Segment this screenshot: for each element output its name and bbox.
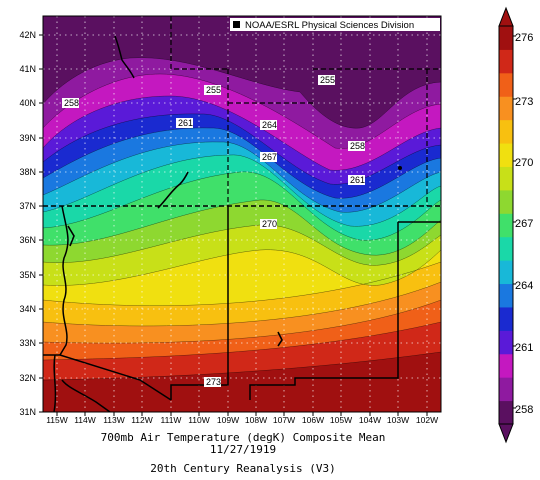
lon-tick-label: 108W	[245, 415, 267, 425]
lat-ticks	[39, 34, 43, 413]
lon-tick-label: 107W	[273, 415, 295, 425]
colorbar-tick-label: 270	[515, 157, 533, 169]
lon-tick-label: 105W	[330, 415, 352, 425]
lat-tick-label: 31N	[19, 407, 36, 417]
contour-label: 261	[178, 118, 193, 128]
colorbar-max-arrow	[498, 6, 514, 27]
lat-tick-label: 33N	[19, 338, 36, 348]
lon-tick-label: 113W	[103, 415, 125, 425]
lat-tick-label: 41N	[19, 64, 36, 74]
lon-tick-label: 109W	[217, 415, 239, 425]
contour-label: 270	[262, 219, 277, 229]
contour-label-box	[348, 175, 365, 185]
contour-label-box	[204, 85, 221, 95]
contour-label: 258	[64, 98, 79, 108]
lat-tick-label: 37N	[19, 201, 36, 211]
credit-text: NOAA/ESRL Physical Sciences Division	[245, 20, 414, 31]
credit-box: NOAA/ESRL Physical Sciences Division	[230, 18, 440, 31]
lat-tick-label: 38N	[19, 167, 36, 177]
lat-tick-label: 34N	[19, 304, 36, 314]
colorbar-segment	[499, 260, 513, 285]
contour-label-box	[318, 75, 335, 85]
colorbar-tick-label: 273	[515, 96, 533, 108]
colorbar-segment	[499, 26, 513, 50]
lat-tick-label: 32N	[19, 373, 36, 383]
colorbar-segment	[499, 213, 513, 238]
colorbar-tick-label: 276	[515, 32, 533, 44]
colorbar-segment	[499, 236, 513, 261]
lon-tick-label: 112W	[131, 415, 153, 425]
lon-tick-label: 115W	[46, 415, 68, 425]
colorbar-tick-label: 264	[515, 280, 533, 292]
colorbar-segment	[499, 330, 513, 355]
lon-tick-label: 110W	[188, 415, 210, 425]
contour-label: 273	[206, 377, 221, 387]
colorbar-segment	[499, 49, 513, 74]
caption-variable: 700mb Air Temperature (degK) Composite M…	[100, 431, 386, 444]
colorbar-segment	[499, 400, 513, 425]
contour-label: 261	[350, 175, 365, 185]
contour-label: 255	[320, 75, 335, 85]
colorbar-segment	[499, 377, 513, 402]
lon-axis: 115W 114W 113W 112W 111W 110W 109W 108W …	[46, 415, 438, 425]
contour-label-box	[62, 98, 79, 108]
colorbar-tick-label: 261	[515, 342, 533, 354]
lat-lon-grid	[43, 16, 441, 412]
colorbar-segment	[499, 143, 513, 167]
contour-label-box	[204, 377, 221, 387]
contour-label-box	[176, 118, 193, 128]
lat-axis: 42N 41N 40N 39N 38N 37N 36N 35N 34N 33N …	[19, 30, 36, 417]
colorbar-segment	[499, 96, 513, 121]
colorbar-labels: 276 273 270 267 264 261 258	[515, 32, 533, 416]
contour-label: 267	[262, 152, 277, 162]
lat-tick-label: 36N	[19, 235, 36, 245]
colorbar-segment	[499, 306, 513, 331]
colorbar-segment	[499, 166, 513, 191]
colorbar	[498, 6, 516, 444]
lat-tick-label: 35N	[19, 270, 36, 280]
contour-label-box	[260, 219, 277, 229]
colorbar-segment	[499, 119, 513, 144]
contour-label: 264	[262, 120, 277, 130]
colorbar-tick-label: 258	[515, 404, 533, 416]
lon-tick-label: 102W	[416, 415, 438, 425]
colorbar-tick-label: 267	[515, 218, 533, 230]
lat-tick-label: 39N	[19, 133, 36, 143]
colorbar-segment	[499, 283, 513, 308]
lon-tick-label: 103W	[387, 415, 409, 425]
lon-ticks	[56, 412, 428, 416]
colorbar-frame	[498, 25, 514, 425]
lat-tick-label: 42N	[19, 30, 36, 40]
contour-value-labels: 258 255 258 261 264 267 255 258 261 270 …	[62, 75, 365, 387]
caption-date: 11/27/1919	[209, 443, 277, 456]
contour-label: 258	[350, 141, 365, 151]
contour-label-box	[260, 152, 277, 162]
colorbar-segment	[499, 353, 513, 378]
lon-tick-label: 106W	[302, 415, 324, 425]
lat-tick-label: 40N	[19, 98, 36, 108]
map-frame	[42, 15, 442, 413]
contour-label: 255	[206, 85, 221, 95]
lon-tick-label: 111W	[161, 415, 182, 425]
contour-label-box	[348, 141, 365, 151]
temperature-bands	[43, 16, 441, 412]
caption-dataset: 20th Century Reanalysis (V3)	[150, 462, 336, 475]
colorbar-min-arrow	[498, 423, 514, 444]
lon-tick-label: 114W	[74, 415, 96, 425]
state-borders	[43, 16, 441, 412]
lon-tick-label: 104W	[359, 415, 381, 425]
colorbar-segment	[499, 189, 513, 214]
contour-label-box	[260, 120, 277, 130]
colorbar-segment	[499, 72, 513, 97]
